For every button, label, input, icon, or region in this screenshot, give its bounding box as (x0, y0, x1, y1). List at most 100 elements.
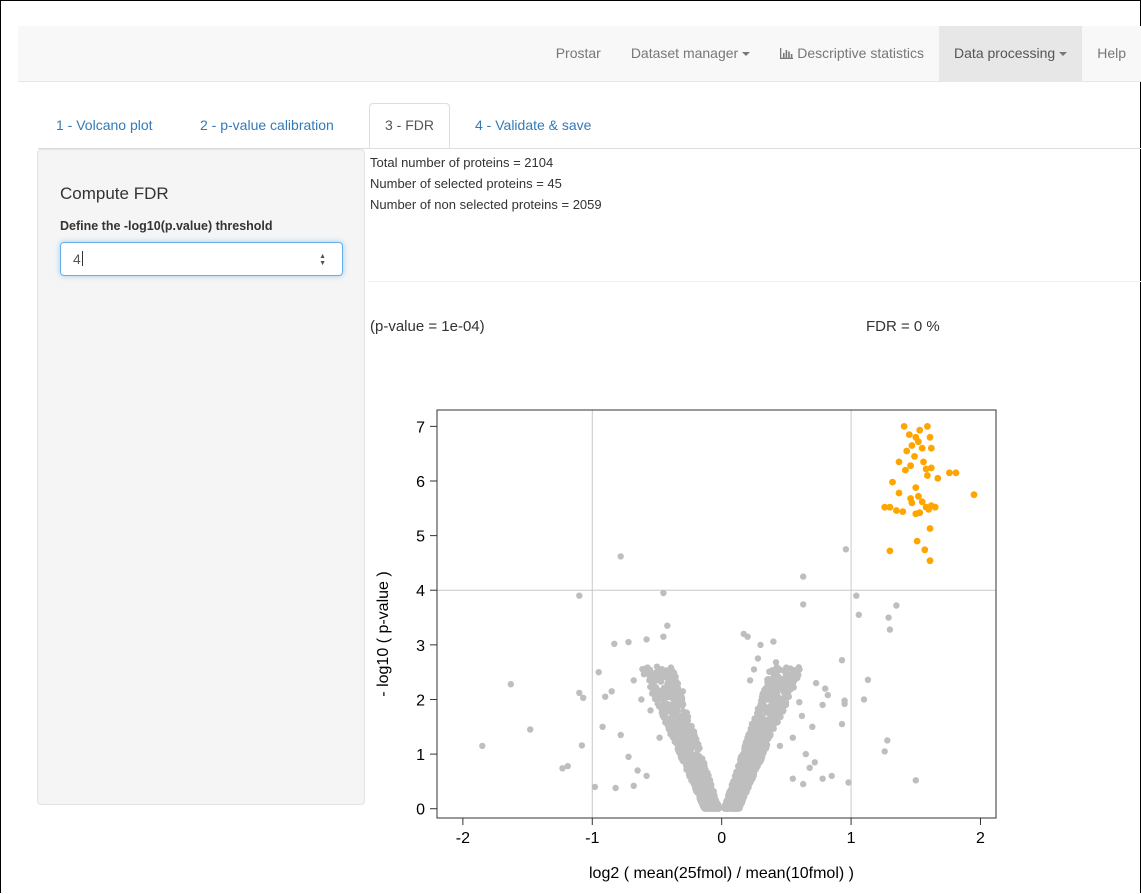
data-point (686, 773, 693, 780)
data-point-selected (927, 464, 935, 472)
data-point (809, 723, 816, 730)
data-point-selected (903, 447, 911, 455)
nav-item-descriptive-statistics[interactable]: Descriptive statistics (765, 26, 939, 81)
data-point (771, 685, 779, 692)
data-point-selected (913, 537, 921, 545)
y-axis-label: - log10 ( p-value ) (375, 571, 392, 696)
data-point (617, 553, 624, 560)
data-point (772, 677, 779, 684)
data-point-selected (924, 423, 931, 430)
data-point-selected (889, 478, 896, 486)
data-point (828, 772, 835, 780)
data-point (912, 777, 919, 784)
bar-chart-icon (780, 27, 794, 82)
data-point (885, 614, 892, 621)
data-point (777, 679, 785, 686)
data-point-selected (931, 503, 939, 511)
data-point (886, 626, 894, 633)
stats-block: Total number of proteins = 2104 Number o… (370, 152, 602, 215)
data-point-selected (911, 453, 918, 460)
data-point-selected (925, 506, 933, 513)
chevron-down-icon (742, 52, 751, 57)
tab-label: 1 - Volcano plot (56, 117, 153, 133)
tab-validate-save[interactable]: 4 - Validate & save (460, 103, 606, 147)
data-point (842, 546, 850, 553)
data-point (678, 695, 686, 702)
data-point (625, 753, 632, 760)
data-point (698, 783, 705, 790)
tab-pvalue-calibration[interactable]: 2 - p-value calibration (185, 103, 349, 147)
data-point-selected (915, 438, 922, 446)
y-tick-label: 0 (416, 802, 425, 819)
data-point (693, 759, 701, 767)
tab-label: 3 - FDR (385, 117, 434, 133)
data-point (763, 709, 770, 716)
data-point (688, 766, 695, 773)
data-point (769, 708, 776, 716)
nav-item-help[interactable]: Help (1082, 26, 1141, 81)
data-point (608, 688, 615, 695)
data-point (677, 754, 685, 761)
data-point (578, 742, 586, 749)
data-point (507, 681, 514, 688)
nav-item-prostar[interactable]: Prostar (541, 26, 616, 81)
data-point-selected (970, 491, 978, 499)
data-point (796, 699, 803, 706)
data-point (684, 722, 691, 729)
data-point (845, 779, 852, 786)
selected-points (881, 423, 978, 565)
tab-fdr[interactable]: 3 - FDR (369, 103, 450, 148)
data-point (666, 678, 673, 686)
data-point-selected (918, 498, 926, 506)
data-point (676, 719, 683, 726)
data-point (775, 708, 782, 715)
data-point (767, 731, 774, 738)
data-point (752, 747, 760, 754)
data-point-selected (912, 484, 920, 491)
data-point (744, 776, 751, 783)
data-point (564, 762, 571, 770)
threshold-input[interactable]: 4 ▲ ▼ (60, 242, 343, 276)
nav-item-label: Data processing (954, 45, 1056, 61)
data-point (750, 666, 758, 673)
data-point (736, 805, 743, 812)
data-point (670, 678, 678, 686)
data-point (580, 694, 587, 701)
nav-item-label: Descriptive statistics (797, 45, 925, 61)
data-point (737, 769, 744, 776)
data-point-selected (895, 489, 903, 497)
nav-item-dataset-manager[interactable]: Dataset manager (616, 26, 765, 81)
data-point-selected (908, 442, 916, 449)
data-point (650, 685, 657, 693)
data-point (602, 693, 609, 700)
data-point (794, 671, 801, 679)
plot-grid (437, 410, 996, 818)
y-tick-label: 4 (416, 583, 425, 600)
data-point-selected (921, 546, 929, 554)
spinner-icon[interactable]: ▲ ▼ (319, 253, 326, 267)
tab-bar: 1 - Volcano plot 2 - p-value calibration… (38, 103, 1141, 149)
tab-volcano-plot[interactable]: 1 - Volcano plot (41, 103, 168, 147)
data-point (770, 638, 777, 645)
data-point (755, 759, 762, 767)
data-point-selected (934, 474, 942, 482)
data-point (734, 800, 741, 807)
data-point (746, 755, 753, 762)
threshold-value: 4 (73, 251, 81, 267)
data-point (689, 743, 696, 751)
data-point (659, 671, 667, 678)
data-point (683, 763, 690, 770)
data-point (766, 683, 773, 690)
data-point (751, 716, 758, 723)
selected-proteins-text: Number of selected proteins = 45 (370, 176, 562, 191)
data-point (630, 677, 637, 684)
data-point-selected (920, 458, 927, 466)
data-point (800, 601, 807, 608)
data-point (684, 713, 692, 720)
data-point (634, 767, 641, 774)
data-point (860, 696, 868, 703)
nav-item-label: Dataset manager (630, 45, 739, 61)
nav-item-data-processing[interactable]: Data processing (939, 26, 1083, 81)
data-point-selected (952, 469, 960, 477)
data-point (841, 700, 848, 707)
